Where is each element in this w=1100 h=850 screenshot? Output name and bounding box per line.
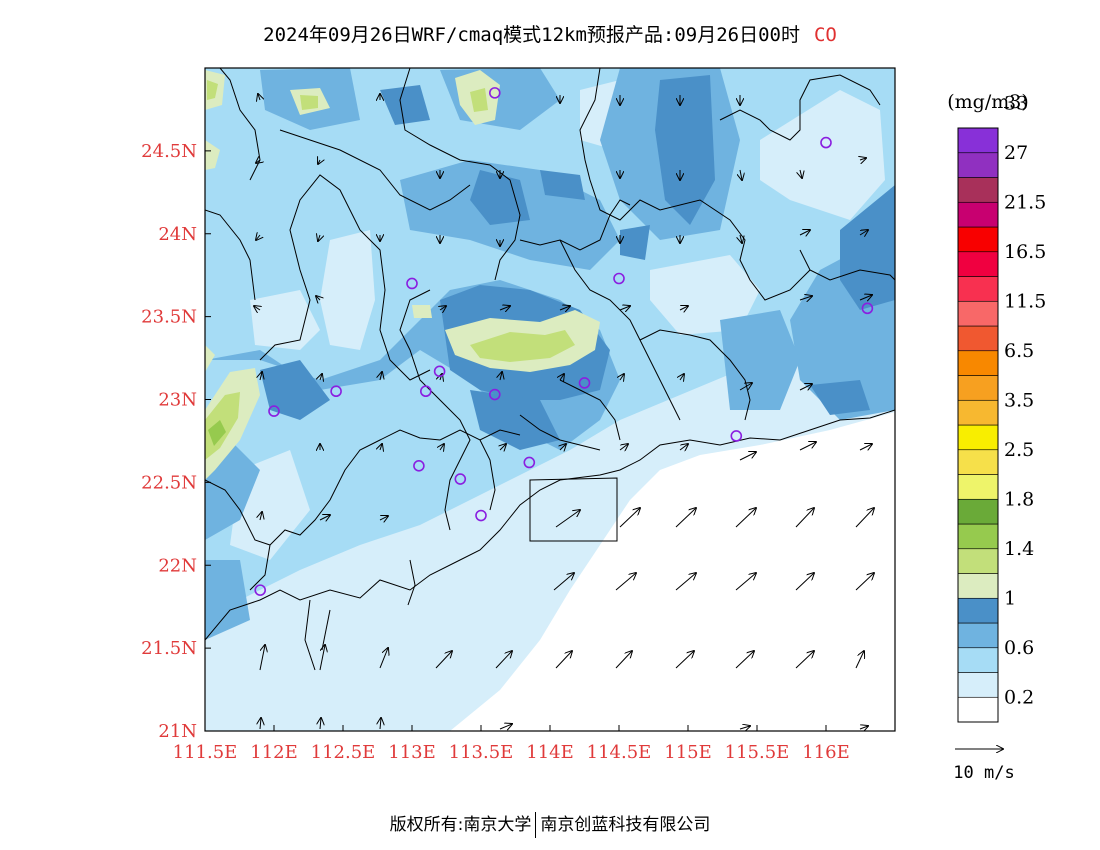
x-tick-label: 116E	[802, 742, 850, 763]
y-tick-label: 21.5N	[141, 638, 197, 659]
colorbar-label: 27	[1004, 142, 1028, 164]
station-marker	[413, 459, 425, 472]
x-tick-label: 113.5E	[449, 742, 514, 763]
chart-title: 2024年09月26日WRF/cmaq模式12km预报产品:09月26日00时 C…	[0, 20, 1100, 47]
monitoring-stations	[254, 87, 874, 596]
x-tick-label: 115.5E	[725, 742, 790, 763]
x-tick-label: 115E	[664, 742, 712, 763]
colorbar-label: 0.2	[1004, 686, 1034, 708]
footer-separator	[535, 812, 537, 838]
colorbar-frame	[957, 127, 999, 723]
boundary-lines	[205, 68, 895, 671]
colorbar-label: 21.5	[1004, 191, 1046, 213]
colorbar-label: 3.5	[1004, 389, 1034, 411]
map-axes: 111.5E 112E 112.5E 113E 113.5E 114E 114.5E 115E…	[141, 141, 850, 763]
colorbar-swatch	[957, 399, 999, 426]
colorbar-swatch	[957, 127, 999, 154]
colorbar-swatch	[957, 672, 999, 698]
x-tick-label: 114.5E	[587, 742, 652, 763]
colorbar-swatch	[957, 375, 999, 401]
station-marker	[488, 388, 501, 401]
station-marker	[254, 584, 267, 596]
copyright-footer: 版权所有:南京大学 南京创蓝科技有限公司	[0, 810, 1100, 838]
colorbar-swatch	[957, 300, 999, 327]
x-tick-label: 112.5E	[311, 742, 376, 763]
colorbar-label: 6.5	[1004, 340, 1034, 362]
colorbar-label: 1	[1004, 587, 1016, 609]
y-tick-label: 23N	[158, 390, 197, 411]
colorbar-swatch	[957, 474, 999, 500]
colorbar-swatch	[957, 548, 999, 574]
colorbar-label: 33	[1004, 92, 1028, 114]
station-marker	[488, 87, 501, 99]
station-marker	[475, 509, 487, 522]
colorbar-swatch	[957, 251, 999, 277]
y-tick-label: 24.5N	[141, 141, 197, 162]
colorbar-swatch	[957, 597, 999, 624]
colorbar-swatch	[957, 696, 999, 723]
station-marker	[861, 302, 874, 315]
colorbar-label: 1.8	[1004, 488, 1034, 510]
station-marker	[406, 277, 418, 290]
x-tick-label: 111.5E	[173, 742, 238, 763]
colorbar-label: 16.5	[1004, 241, 1046, 263]
station-marker	[330, 385, 342, 398]
colorbar-swatch	[957, 647, 999, 673]
colorbar-label: 2.5	[1004, 439, 1034, 461]
colorbar-swatch	[957, 226, 999, 253]
station-marker	[820, 136, 832, 149]
title-main: 2024年09月26日WRF/cmaq模式12km预报产品:09月26日00时	[263, 24, 800, 46]
station-marker	[730, 430, 743, 442]
station-marker	[419, 385, 432, 398]
colorbar-swatch	[957, 325, 999, 352]
copyright-right: 南京创蓝科技有限公司	[540, 815, 711, 835]
y-tick-label: 22.5N	[141, 472, 197, 493]
colorbar-label: 1.4	[1004, 538, 1034, 560]
title-species: CO	[813, 24, 837, 46]
station-marker	[454, 473, 467, 485]
colorbar-swatch	[957, 622, 999, 649]
colorbar-swatch	[957, 152, 999, 178]
colorbar-units: (mg/m3)	[947, 91, 1029, 113]
y-tick-label: 22N	[158, 555, 197, 576]
co-field	[205, 68, 895, 731]
wind-legend: 10 m/s	[953, 749, 1015, 783]
colorbar-swatch	[957, 573, 999, 599]
colorbar-label: 0.6	[1004, 637, 1034, 659]
station-marker	[613, 272, 625, 285]
station-marker	[268, 405, 280, 417]
colorbar-swatch	[957, 276, 999, 302]
station-marker	[578, 377, 591, 389]
colorbar-swatch	[957, 350, 999, 376]
x-tick-label: 114E	[526, 742, 574, 763]
y-tick-label: 21N	[158, 721, 197, 742]
colorbar-label: 11.5	[1004, 290, 1046, 312]
y-tick-label: 24N	[158, 224, 197, 245]
wind-vectors	[254, 94, 874, 729]
copyright-left: 版权所有:南京大学	[389, 815, 532, 835]
colorbar-swatch	[957, 449, 999, 475]
y-tick-label: 23.5N	[141, 307, 197, 328]
colorbar-swatch	[957, 424, 999, 451]
station-marker	[523, 456, 536, 469]
colorbar-swatch	[957, 498, 999, 525]
colorbar-swatch	[957, 201, 999, 228]
x-tick-label: 112E	[250, 742, 298, 763]
station-marker	[433, 365, 446, 378]
x-tick-label: 113E	[388, 742, 436, 763]
colorbar-swatch	[957, 523, 999, 550]
colorbar-swatch	[957, 177, 999, 203]
colorbar: (mg/m3) 0.2 0.6 1 1.4 1.8 2.5 3.5 6.5 11.5 16.5 21…	[947, 91, 1046, 723]
wind-legend-label: 10 m/s	[953, 763, 1014, 783]
